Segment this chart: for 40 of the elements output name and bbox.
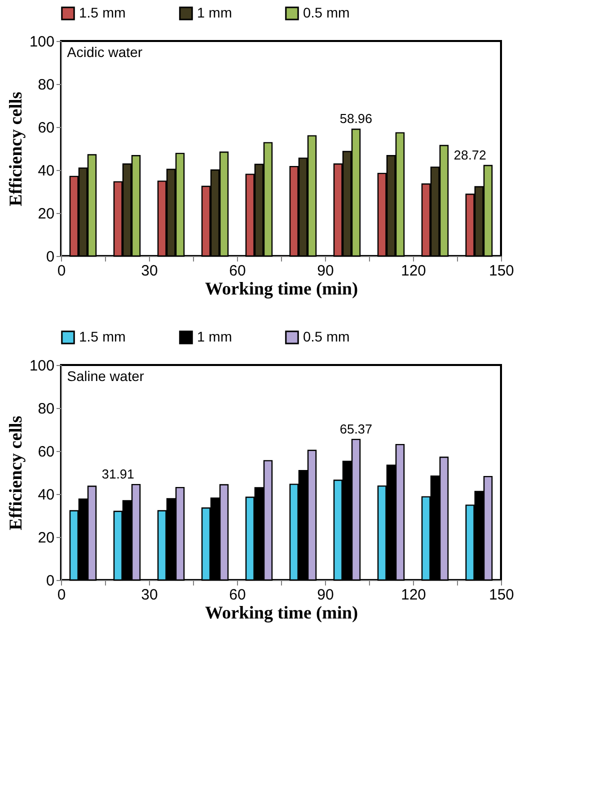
data-label: 31.91 bbox=[102, 466, 134, 482]
x-tick-label: 30 bbox=[141, 586, 158, 604]
x-tick-label: 90 bbox=[317, 586, 334, 604]
x-axis-title: Working time (min) bbox=[205, 278, 358, 298]
legend-label: 1 mm bbox=[197, 328, 232, 344]
y-axis-title: Efficiency cells bbox=[5, 416, 26, 530]
y-tick-label: 100 bbox=[29, 34, 54, 50]
data-label: 58.96 bbox=[340, 111, 372, 126]
y-tick-label: 20 bbox=[38, 206, 54, 222]
legend-label: 1.5 mm bbox=[79, 4, 126, 20]
legend-label: 1 mm bbox=[197, 4, 232, 20]
x-tick-label: 60 bbox=[229, 262, 246, 280]
x-tick-label: 120 bbox=[400, 586, 426, 604]
legend-label: 0.5 mm bbox=[303, 4, 350, 20]
y-tick-label: 40 bbox=[38, 162, 54, 180]
data-label: 28.72 bbox=[454, 147, 486, 162]
y-tick-label: 80 bbox=[38, 400, 54, 418]
x-tick-label: 120 bbox=[400, 262, 426, 280]
x-tick-label: 90 bbox=[317, 262, 334, 280]
legend-label: 0.5 mm bbox=[303, 328, 350, 344]
chart-subtitle: Acidic water bbox=[67, 44, 143, 60]
x-tick-label: 0 bbox=[57, 262, 66, 280]
chart-subtitle: Saline water bbox=[67, 368, 144, 384]
x-tick-label: 150 bbox=[488, 586, 514, 604]
y-tick-label: 60 bbox=[38, 444, 54, 460]
y-tick-label: 60 bbox=[38, 120, 54, 136]
y-tick-label: 0 bbox=[46, 572, 54, 590]
x-tick-label: 150 bbox=[488, 262, 514, 280]
y-tick-label: 20 bbox=[38, 530, 54, 546]
y-tick-label: 0 bbox=[46, 248, 54, 266]
x-tick-label: 30 bbox=[141, 262, 158, 280]
y-axis-title: Efficiency cells bbox=[5, 92, 26, 206]
legend-label: 1.5 mm bbox=[79, 328, 126, 344]
x-tick-label: 60 bbox=[229, 586, 246, 604]
x-tick-label: 0 bbox=[57, 586, 66, 604]
x-axis-title: Working time (min) bbox=[205, 602, 358, 622]
data-label: 65.37 bbox=[340, 421, 372, 436]
y-tick-label: 40 bbox=[38, 486, 54, 504]
y-tick-label: 80 bbox=[38, 76, 54, 94]
y-tick-label: 100 bbox=[29, 358, 54, 374]
